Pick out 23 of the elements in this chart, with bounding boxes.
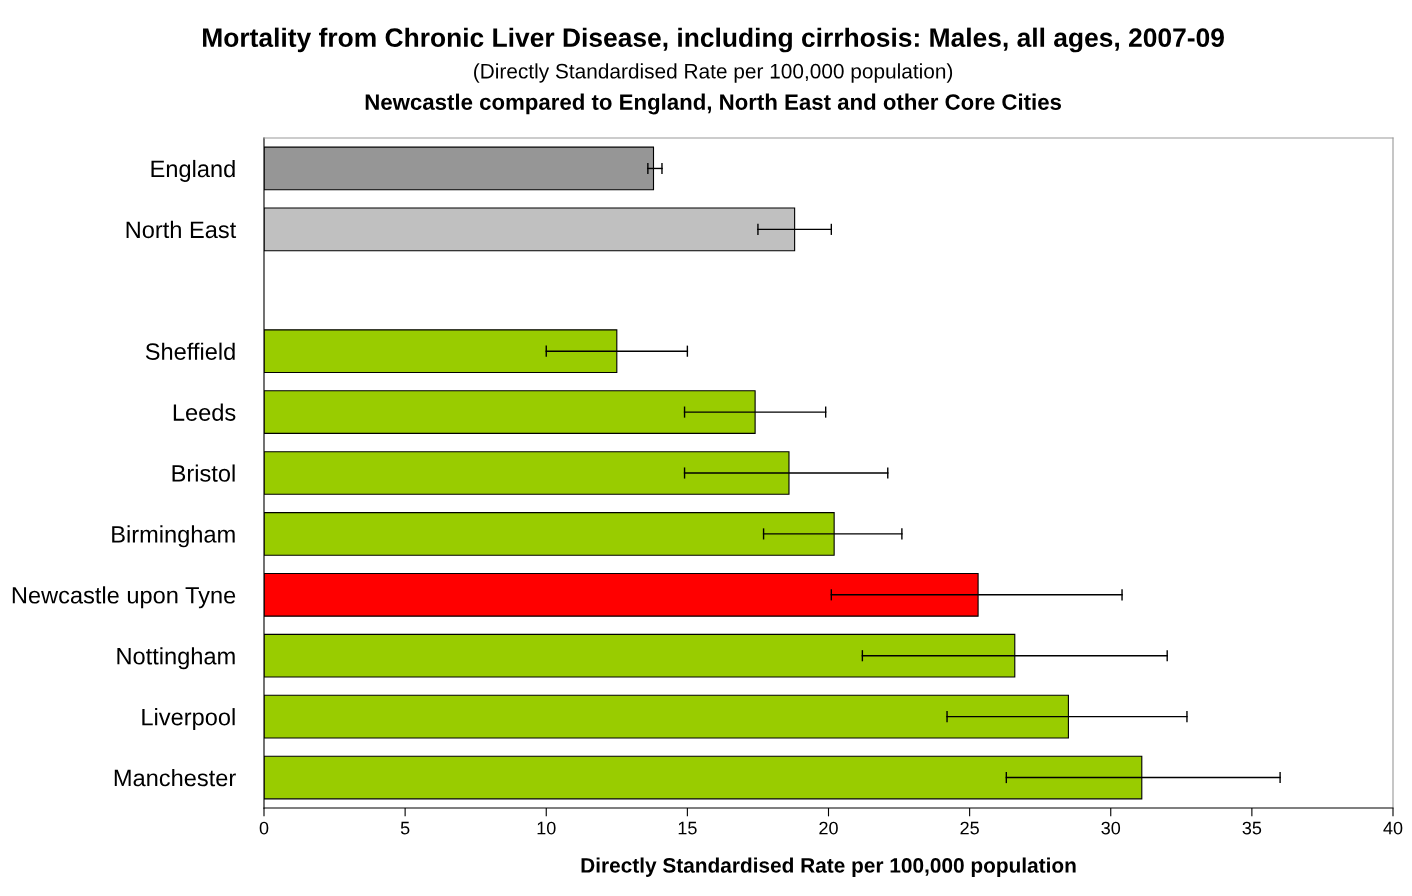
y-tick-label: Nottingham xyxy=(117,647,235,670)
y-tick-label: Newcastle upon Tyne xyxy=(12,586,236,609)
x-axis-title: Directly Standardised Rate per 100,000 population xyxy=(581,857,1076,877)
y-tick-label: North East xyxy=(126,220,237,239)
y-tick-label: Sheffield xyxy=(145,342,235,360)
y-tick-label: Birmingham xyxy=(112,525,235,548)
chart-title: Mortality from Chronic Liver Disease, including cirrhosis: Males, all ages, 2007-09 xyxy=(203,27,1224,53)
x-tick-label: 35 xyxy=(1242,821,1262,835)
x-tick-label: 10 xyxy=(537,821,556,835)
y-tick-label: Liverpool xyxy=(142,708,235,731)
y-tick-label: Manchester xyxy=(114,768,236,787)
x-tick-label: 15 xyxy=(678,821,697,835)
text: Newcastle compared to England, North East and other Core Cities xyxy=(365,93,1061,115)
y-tick-label: England xyxy=(151,159,235,182)
chart-subtitle: (Directly Standardised Rate per 100,000 population) xyxy=(474,63,953,83)
x-tick-label: 0 xyxy=(259,821,269,835)
y-tick-label: Bristol xyxy=(172,464,235,482)
x-tick-label: 30 xyxy=(1101,821,1121,835)
x-tick-label: 25 xyxy=(960,821,979,835)
x-tick-label: 40 xyxy=(1383,821,1403,835)
x-tick-label: 20 xyxy=(819,821,838,835)
y-tick-label: Leeds xyxy=(173,403,236,421)
x-tick-label: 5 xyxy=(400,821,410,835)
